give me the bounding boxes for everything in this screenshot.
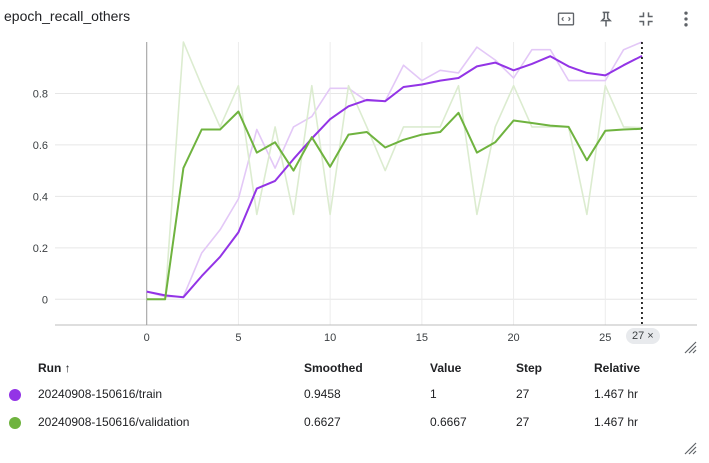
smoothed-cell: 0.6627	[304, 415, 341, 429]
close-icon[interactable]: ×	[647, 330, 654, 342]
value-cell: 0.6667	[430, 415, 467, 429]
line-chart[interactable]: 0 0.2 0.4 0.6 0.8 0 5 10 15 20 25	[0, 36, 709, 346]
more-options-button[interactable]	[673, 6, 699, 32]
value-cell: 1	[430, 387, 437, 401]
run-color-cell	[0, 408, 38, 436]
chart-title: epoch_recall_others	[4, 8, 131, 24]
fit-domain-button[interactable]	[553, 6, 579, 32]
relative-header[interactable]: Relative	[594, 361, 641, 375]
y-tick-label: 0.6	[33, 140, 48, 152]
step-cell: 27	[516, 387, 530, 401]
smoothed-series-line-0	[146, 55, 643, 299]
step-header[interactable]: Step	[516, 361, 543, 375]
step-chip[interactable]: 27 ×	[626, 328, 660, 344]
relative-cell: 1.467 hr	[594, 387, 639, 401]
x-tick-label: 10	[324, 332, 336, 344]
pin-button[interactable]	[593, 6, 619, 32]
table-header-row: Run ↑ Smoothed Value Step Relative	[0, 356, 670, 380]
y-tick-label: 0.2	[33, 243, 48, 255]
resize-handle-icon[interactable]	[683, 340, 697, 354]
color-header	[0, 356, 38, 380]
x-tick-label: 25	[599, 332, 611, 344]
collapse-button[interactable]	[633, 6, 659, 32]
raw-series-line-0	[146, 41, 643, 298]
y-tick-label: 0.4	[33, 191, 48, 203]
run-name-cell: 20240908-150616/train	[38, 387, 163, 401]
smoothed-header[interactable]: Smoothed	[304, 361, 363, 375]
smoothed-series-line-1	[146, 110, 643, 301]
step-cell: 27	[516, 415, 530, 429]
runs-table: Run ↑ Smoothed Value Step Relative 20240…	[0, 356, 670, 436]
chart-toolbar	[553, 6, 699, 32]
collapse-icon	[639, 12, 653, 26]
x-tick-label: 5	[235, 332, 241, 344]
y-tick-label: 0.8	[33, 88, 48, 100]
run-color-dot-train	[9, 388, 21, 401]
run-name-cell: 20240908-150616/validation	[38, 415, 190, 429]
step-chip-label: 27	[632, 330, 645, 342]
fit-domain-icon	[557, 12, 575, 26]
x-tick-label: 15	[416, 332, 428, 344]
table-row[interactable]: 20240908-150616/validation 0.6627 0.6667…	[0, 408, 670, 436]
more-vert-icon	[684, 11, 688, 27]
value-header[interactable]: Value	[430, 361, 462, 375]
smoothed-cell: 0.9458	[304, 387, 341, 401]
table-row[interactable]: 20240908-150616/train 0.9458 1 27 1.467 …	[0, 380, 670, 408]
y-tick-label: 0	[42, 294, 48, 306]
pin-icon	[600, 11, 612, 27]
x-tick-label: 20	[507, 332, 519, 344]
run-color-dot-validation	[9, 416, 21, 429]
relative-cell: 1.467 hr	[594, 415, 639, 429]
x-tick-label: 0	[144, 332, 150, 344]
run-header[interactable]: Run ↑	[38, 361, 71, 375]
run-color-cell	[0, 380, 38, 408]
resize-handle-icon[interactable]	[683, 441, 697, 455]
